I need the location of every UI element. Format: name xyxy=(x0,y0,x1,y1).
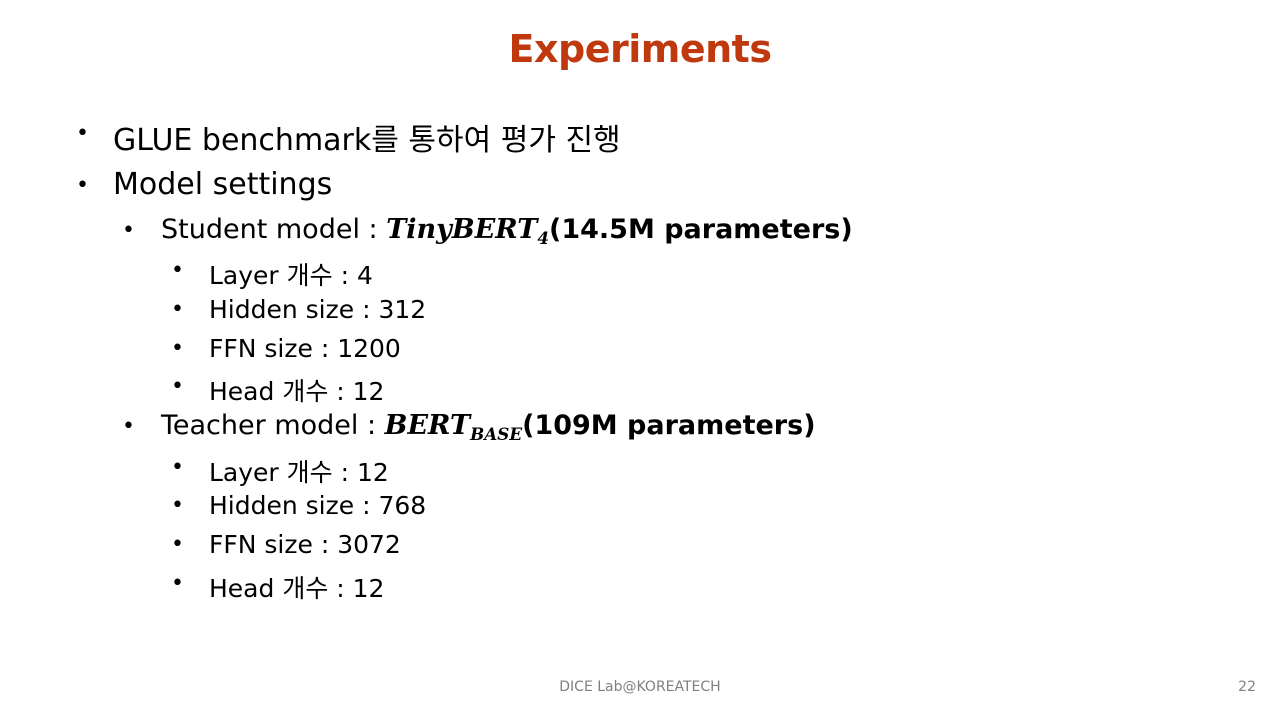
teacher-model-params: (109M parameters) xyxy=(522,410,816,441)
bullet-text: Layer 개수 : 4 xyxy=(209,261,373,290)
bullet-text: Hidden size : 312 xyxy=(209,295,427,324)
student-model-name: TinyBERT4 xyxy=(386,214,549,248)
bullet-dot: • xyxy=(76,121,89,146)
bullet-dot: • xyxy=(171,493,184,518)
slide-title: Experiments xyxy=(508,27,772,71)
teacher-model-subscript: BASE xyxy=(470,423,523,444)
bullet-text: FFN size : 1200 xyxy=(209,334,401,363)
teacher-model-prefix: Teacher model : xyxy=(161,410,385,441)
bullet-text: Hidden size : 768 xyxy=(209,491,427,520)
bullet-dot: • xyxy=(171,336,184,361)
bullet-dot: • xyxy=(122,414,135,439)
bullet-text: Head 개수 : 12 xyxy=(209,574,385,603)
page-number: 22 xyxy=(1238,679,1256,695)
bullet-text: GLUE benchmark를 통하여 평가 진행 xyxy=(113,123,621,158)
bullet-dot: • xyxy=(171,297,184,322)
slide-footer: DICE Lab@KOREATECH xyxy=(559,679,721,695)
bullet-text: Model settings xyxy=(113,167,333,202)
student-model-params: (14.5M parameters) xyxy=(548,214,853,245)
bullet-dot: • xyxy=(171,455,184,480)
bullet-text: Layer 개수 : 12 xyxy=(209,458,389,487)
bullet-dot: • xyxy=(171,532,184,557)
bullet-dot: • xyxy=(76,173,89,198)
bullet-text: FFN size : 3072 xyxy=(209,530,401,559)
bullet-text: Head 개수 : 12 xyxy=(209,377,385,406)
student-model-subscript: 4 xyxy=(537,227,549,248)
student-model-prefix: Student model : xyxy=(161,214,387,245)
teacher-model-name: BERTBASE xyxy=(384,410,523,444)
bullet-dot: • xyxy=(122,218,135,243)
bullet-dot: • xyxy=(171,374,184,399)
bullet-dot: • xyxy=(171,258,184,283)
bullet-dot: • xyxy=(171,571,184,596)
